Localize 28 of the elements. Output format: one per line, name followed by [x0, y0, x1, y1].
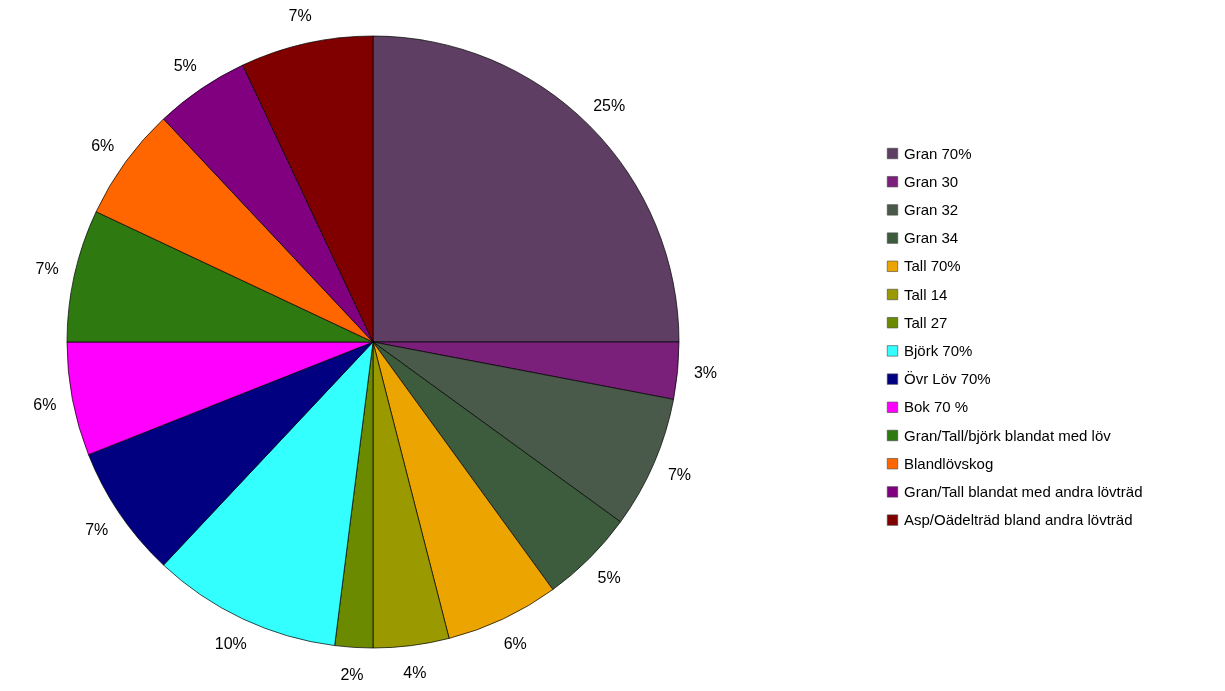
data-label: 2% — [340, 666, 364, 684]
data-label: 25% — [593, 96, 626, 114]
legend-label: Gran 30 — [904, 172, 959, 190]
legend-label: Gran 32 — [904, 200, 959, 218]
legend-label: Tall 27 — [904, 313, 948, 331]
legend-label: Övr Löv 70% — [904, 370, 991, 388]
legend-label: Tall 70% — [904, 257, 961, 275]
data-label: 10% — [214, 635, 247, 653]
legend-label: Bok 70 % — [904, 398, 969, 416]
data-label: 6% — [503, 635, 527, 653]
legend-label: Gran/Tall blandat med andra lövträd — [904, 482, 1143, 500]
legend-label: Gran 34 — [904, 229, 959, 247]
data-label: 4% — [403, 664, 427, 682]
legend-label: Asp/Oädelträd bland andra lövträd — [904, 511, 1133, 529]
data-label: 3% — [693, 364, 718, 382]
data-label: 7% — [85, 520, 109, 538]
data-label: 7% — [288, 7, 312, 25]
legend-label: Gran 70% — [904, 144, 972, 162]
data-label: 7% — [667, 465, 692, 483]
legend-label: Gran/Tall/björk blandat med löv — [904, 426, 1112, 444]
legend-label: Björk 70% — [904, 341, 973, 359]
data-label: 5% — [597, 569, 621, 587]
legend-label: Blandlövskog — [904, 454, 994, 472]
data-label: 6% — [91, 136, 115, 154]
legend-label: Tall 14 — [904, 285, 948, 303]
data-label: 5% — [173, 56, 197, 74]
data-label: 6% — [33, 395, 57, 413]
data-label: 7% — [35, 260, 59, 278]
